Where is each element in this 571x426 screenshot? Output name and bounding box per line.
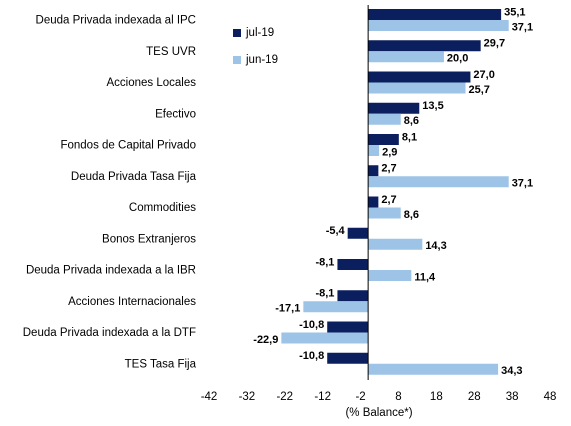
value-label: 13,5 [422, 100, 443, 112]
value-label: 29,7 [484, 38, 505, 50]
value-label: 2,9 [382, 146, 397, 158]
bar [368, 134, 399, 145]
y-tick-label: Deuda Privada indexada al IPC [36, 15, 196, 27]
y-tick-label: Fondos de Capital Privado [60, 140, 196, 152]
value-label: 14,3 [425, 240, 446, 252]
bar [368, 176, 509, 188]
value-label: 37,1 [512, 21, 533, 33]
bar [368, 145, 380, 156]
x-tick-label: 48 [544, 391, 557, 403]
legend-label: jul-19 [245, 27, 274, 39]
y-tick-label: TES UVR [146, 46, 196, 58]
y-tick-label: Bonos Extranjeros [102, 233, 196, 245]
y-tick-label: Deuda Privada Tasa Fija [71, 171, 197, 183]
y-tick-label: Efectivo [155, 108, 196, 120]
x-tick-label: 8 [395, 391, 401, 403]
value-label: 20,0 [447, 53, 468, 65]
legend-swatch [233, 56, 241, 64]
legend-swatch [233, 29, 241, 37]
x-tick-label: 38 [506, 391, 519, 403]
bar [368, 20, 509, 31]
y-tick-label: Acciones Internacionales [68, 296, 196, 308]
value-label: -5,4 [326, 225, 346, 237]
bar [337, 259, 369, 270]
bar [281, 332, 369, 344]
bar [327, 321, 369, 333]
y-tick-label: Acciones Locales [107, 77, 197, 89]
value-label: -8,1 [315, 288, 334, 300]
value-label: 35,1 [504, 6, 525, 18]
x-tick-label: -2 [355, 391, 365, 403]
y-tick-label: Commodities [129, 202, 196, 214]
x-tick-label: 18 [430, 391, 443, 403]
x-tick-label: -32 [239, 391, 256, 403]
bar [368, 363, 499, 375]
value-label: 25,7 [469, 84, 490, 96]
value-label: 27,0 [473, 69, 494, 81]
x-tick-label: -12 [314, 391, 331, 403]
value-label: 8,6 [404, 209, 419, 221]
bar [368, 71, 471, 83]
y-tick-label: Deuda Privada indexada a la IBR [26, 265, 196, 277]
bar [368, 113, 401, 125]
value-label: 11,4 [414, 271, 436, 283]
y-tick-label: Deuda Privada indexada a la DTF [23, 327, 196, 339]
bar [368, 51, 444, 63]
bar [368, 165, 379, 177]
value-label: 2,7 [381, 194, 396, 206]
bar [368, 9, 502, 20]
x-tick-label: -42 [201, 391, 218, 403]
y-tick-label: TES Tasa Fija [125, 358, 197, 370]
bar [368, 238, 423, 250]
bar [368, 270, 412, 281]
value-label: -8,1 [315, 256, 334, 268]
value-label: -10,8 [299, 319, 324, 331]
bar [337, 290, 369, 302]
bar [368, 82, 466, 94]
value-label: 2,7 [381, 163, 396, 175]
value-label: 8,6 [404, 115, 419, 127]
x-axis-label: (% Balance*) [345, 407, 412, 419]
value-label: 34,3 [501, 365, 522, 377]
bar [368, 40, 481, 52]
legend-label: jun-19 [245, 54, 278, 66]
x-tick-label: -22 [276, 391, 293, 403]
value-label: 8,1 [402, 131, 417, 143]
value-label: 37,1 [512, 178, 533, 190]
bar [368, 207, 401, 219]
bar [327, 352, 369, 364]
value-label: -17,1 [275, 303, 300, 315]
bar [368, 196, 379, 208]
value-label: -10,8 [299, 350, 324, 362]
bar [347, 227, 369, 239]
x-tick-label: 28 [468, 391, 481, 403]
value-label: -22,9 [253, 334, 278, 346]
bar [303, 301, 369, 313]
bar [368, 102, 420, 114]
